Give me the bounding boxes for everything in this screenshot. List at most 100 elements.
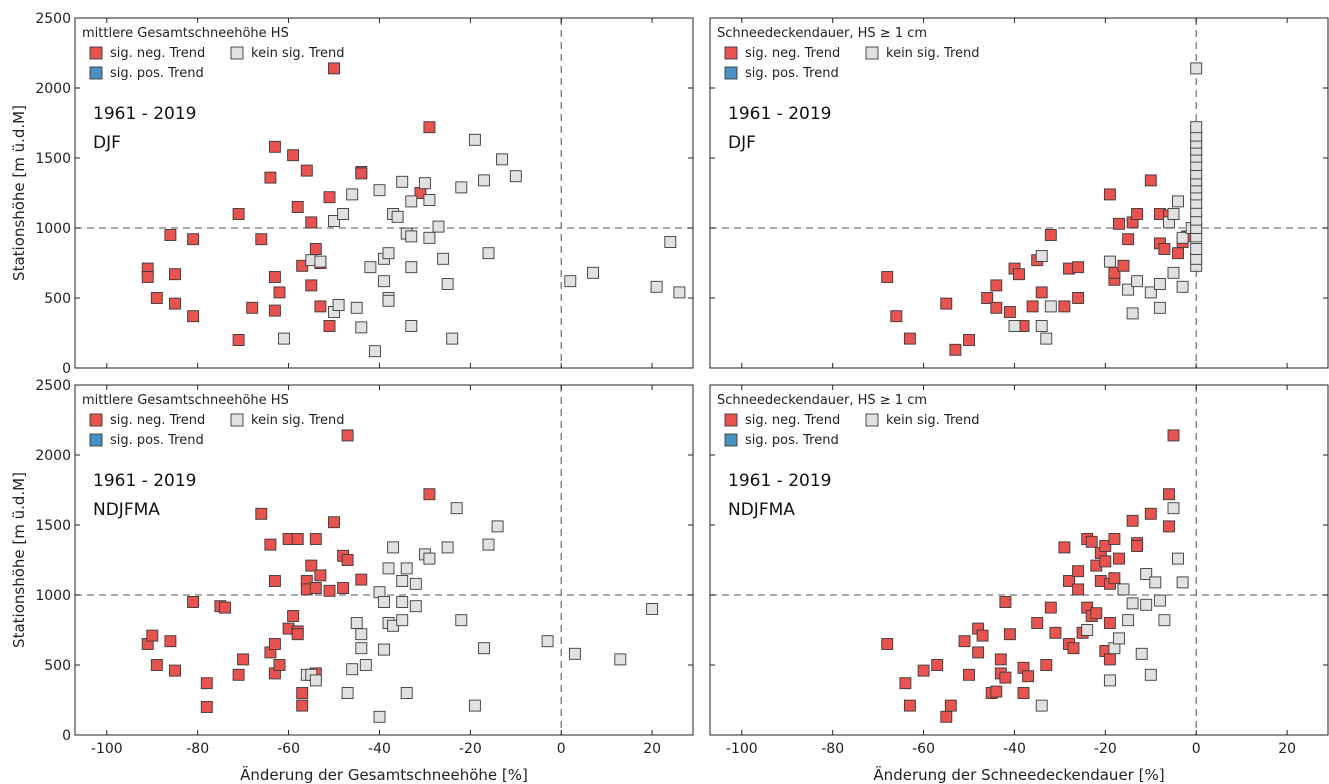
data-point-none xyxy=(405,261,418,274)
plot-frame xyxy=(74,384,694,736)
data-point-none xyxy=(468,699,481,712)
legend-label-pos: sig. pos. Trend xyxy=(110,66,204,81)
data-point-none xyxy=(382,562,395,575)
data-point-neg xyxy=(1063,575,1075,587)
data-point-none xyxy=(1040,332,1053,345)
data-point-neg xyxy=(169,297,181,310)
y-tick-label: 1000 xyxy=(35,588,71,604)
y-tick-label: 1500 xyxy=(35,151,71,167)
data-point-none xyxy=(309,674,322,687)
data-point-neg xyxy=(200,701,213,713)
data-point-neg xyxy=(1003,628,1016,641)
x-tick-label: -60 xyxy=(277,741,300,757)
data-point-neg xyxy=(940,297,953,310)
data-point-neg xyxy=(999,671,1012,684)
y-tick-label: 2500 xyxy=(35,378,71,394)
y-axis-title-top: Stationshöhe [m ü.d.M] xyxy=(10,105,28,281)
data-point-none xyxy=(673,286,686,299)
data-point-neg xyxy=(899,677,912,690)
y-tick-label: 0 xyxy=(62,361,71,377)
x-tick-label: -80 xyxy=(186,741,209,757)
data-point-neg xyxy=(1049,626,1062,639)
data-point-neg xyxy=(255,233,268,246)
data-point-neg xyxy=(981,292,994,304)
data-point-neg xyxy=(232,208,245,220)
data-point-none xyxy=(409,600,422,613)
data-point-none xyxy=(378,643,390,656)
season-label: DJF xyxy=(93,133,121,153)
data-point-neg xyxy=(1126,514,1139,527)
data-point-neg xyxy=(291,533,304,545)
legend-swatch-none xyxy=(865,46,879,60)
data-point-none xyxy=(1172,195,1184,208)
data-point-none xyxy=(1153,278,1166,290)
data-point-neg xyxy=(305,216,318,229)
data-point-neg xyxy=(328,62,340,75)
data-point-neg xyxy=(305,279,318,292)
data-point-none xyxy=(1103,674,1116,687)
data-point-neg xyxy=(291,201,304,213)
data-point-neg xyxy=(1035,286,1048,299)
data-point-none xyxy=(1122,614,1135,627)
data-point-neg xyxy=(940,710,953,723)
data-point-neg xyxy=(1144,507,1157,520)
y-tick-label: 1500 xyxy=(35,518,71,534)
data-point-none xyxy=(541,635,554,648)
data-point-none xyxy=(350,301,363,314)
data-point-none xyxy=(400,562,413,575)
data-point-none xyxy=(478,642,490,655)
data-point-none xyxy=(614,653,627,666)
data-point-neg xyxy=(1172,247,1184,260)
data-point-neg xyxy=(355,167,368,180)
data-point-neg xyxy=(268,271,281,283)
data-point-none xyxy=(441,278,454,290)
data-point-none xyxy=(650,280,663,293)
x-tick-label: 0 xyxy=(1192,741,1201,757)
data-point-none xyxy=(423,231,436,244)
data-point-neg xyxy=(287,149,300,162)
data-point-neg xyxy=(164,229,177,241)
legend-title: Schneedeckendauer, HS ≥ 1 cm xyxy=(717,393,927,408)
data-point-neg xyxy=(200,677,213,690)
data-point-none xyxy=(646,603,659,615)
data-point-neg xyxy=(994,653,1007,666)
period-label: 1961 - 2019 xyxy=(728,471,831,491)
panel-1: 0 500 1000 1500 2000 2500 mittlere Gesamtschne… xyxy=(35,11,694,377)
data-point-neg xyxy=(219,601,231,614)
data-point-none xyxy=(382,247,395,260)
data-point-none xyxy=(1131,275,1144,288)
data-point-none xyxy=(1126,307,1139,320)
panel-4: -100 -80 -60 -40 -20 0 20 Schneedeckendauer, HS… xyxy=(709,384,1329,757)
data-point-none xyxy=(446,332,459,345)
data-point-neg xyxy=(187,310,200,323)
data-point-none xyxy=(405,230,418,243)
data-point-neg xyxy=(999,596,1012,608)
data-point-none xyxy=(418,177,431,190)
data-point-none xyxy=(1008,320,1021,332)
legend-swatch-pos xyxy=(89,433,103,447)
data-point-neg xyxy=(341,429,354,442)
x-axis-title-left: Änderung der Gesamtschneehöhe [%] xyxy=(240,765,528,784)
data-point-neg xyxy=(958,635,971,648)
data-point-neg xyxy=(963,334,975,346)
period-label: 1961 - 2019 xyxy=(93,471,196,491)
data-point-neg xyxy=(1103,653,1116,666)
data-point-neg xyxy=(881,638,894,650)
data-point-none xyxy=(1167,208,1180,220)
x-tick-label: -60 xyxy=(912,741,935,757)
plot-frame xyxy=(709,17,1329,369)
data-point-none xyxy=(405,195,418,208)
data-point-neg xyxy=(1058,300,1071,313)
data-point-none xyxy=(437,252,450,265)
data-point-none xyxy=(396,175,409,188)
data-point-neg xyxy=(337,582,350,594)
data-point-none xyxy=(1081,624,1094,636)
data-point-none xyxy=(491,520,504,533)
data-point-neg xyxy=(328,516,340,529)
data-point-neg xyxy=(355,573,368,586)
data-point-none xyxy=(1172,552,1184,565)
data-point-neg xyxy=(972,646,985,659)
legend-swatch-pos xyxy=(724,66,738,80)
data-point-none xyxy=(409,577,422,590)
data-point-neg xyxy=(264,538,277,551)
